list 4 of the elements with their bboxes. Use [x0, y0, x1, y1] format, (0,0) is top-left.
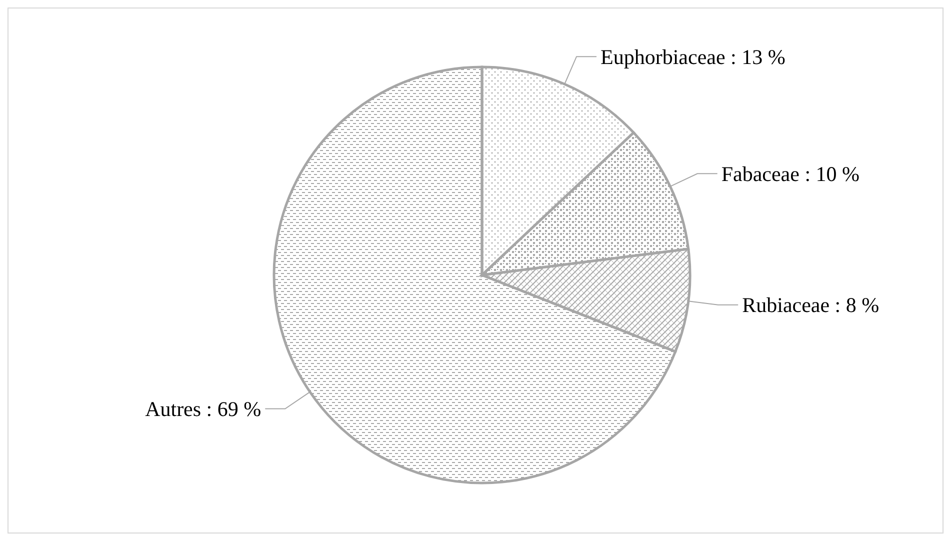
slice-label: Rubiaceae : 8 %: [742, 293, 880, 318]
slice-label: Autres : 69 %: [145, 397, 262, 422]
slice-label: Fabaceae : 10 %: [721, 162, 860, 186]
slice-label: Euphorbiaceae : 13 %: [600, 44, 786, 69]
